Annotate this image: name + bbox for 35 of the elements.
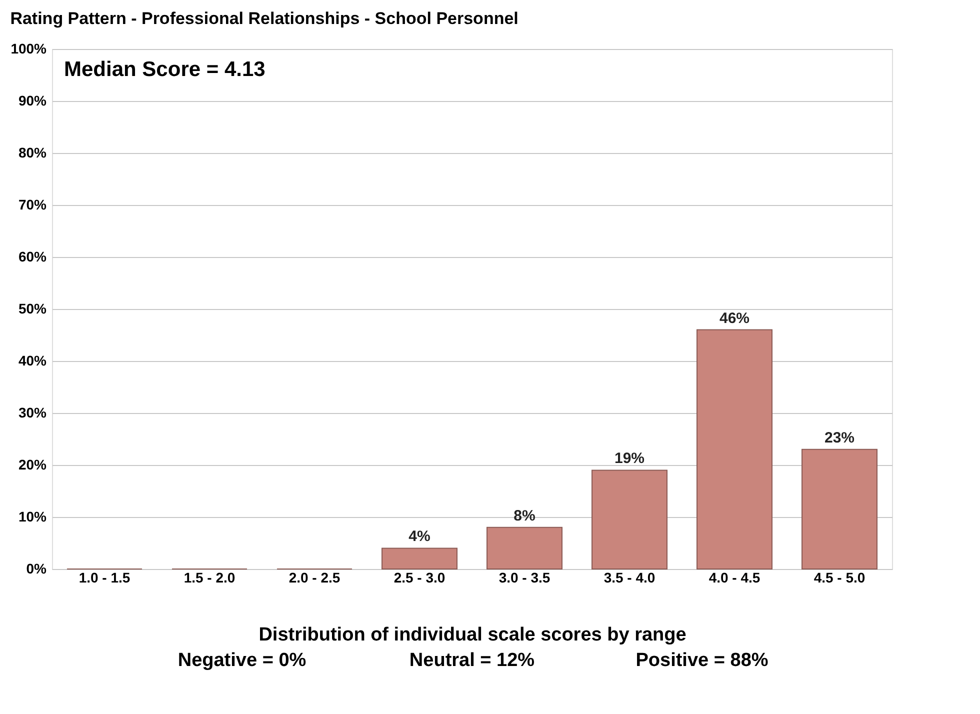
bar <box>382 548 458 570</box>
data-label: 4% <box>408 528 430 546</box>
data-label: 46% <box>719 310 750 327</box>
y-tick-label: 0% <box>26 560 48 576</box>
data-label: 23% <box>824 429 855 446</box>
text: Positive = 88% <box>636 650 768 671</box>
bar <box>696 329 772 570</box>
text: Negative = 0% <box>178 650 306 671</box>
y-tick-label: 10% <box>18 508 48 524</box>
y-tick-label: 40% <box>18 352 48 368</box>
y-tick-label: 80% <box>18 144 48 160</box>
text: Neutral = 12% <box>409 650 535 671</box>
x-tick-label: 3.5 - 4.0 <box>604 570 656 586</box>
annotation: Median Score = 4.13 <box>64 58 266 81</box>
x-tick-label: 2.5 - 3.0 <box>394 570 446 586</box>
x-tick-label: 4.5 - 5.0 <box>814 570 866 586</box>
y-tick-label: 30% <box>18 404 48 420</box>
x-tick-label: 1.5 - 2.0 <box>184 570 236 586</box>
x-tick-label: 1.0 - 1.5 <box>78 570 130 586</box>
chart-title: Rating Pattern - Professional Relationships - School Personnel <box>10 9 518 28</box>
y-tick-label: 50% <box>18 300 48 316</box>
data-label: 8% <box>514 507 536 524</box>
x-tick-label: 2.0 - 2.5 <box>288 570 340 586</box>
data-label: 19% <box>614 450 645 468</box>
x-tick-label: 4.0 - 4.5 <box>708 570 760 586</box>
x-axis-title: Distribution of individual scale scores by range <box>258 624 686 646</box>
x-tick-label: 3.0 - 3.5 <box>498 570 550 586</box>
bar <box>592 470 668 570</box>
bar <box>486 526 562 570</box>
y-tick-label: 90% <box>18 92 48 108</box>
y-tick-label: 70% <box>18 196 48 212</box>
y-tick-label: 100% <box>10 40 48 56</box>
bar <box>802 448 878 570</box>
y-tick-label: 20% <box>18 456 48 472</box>
y-tick-label: 60% <box>18 248 48 264</box>
